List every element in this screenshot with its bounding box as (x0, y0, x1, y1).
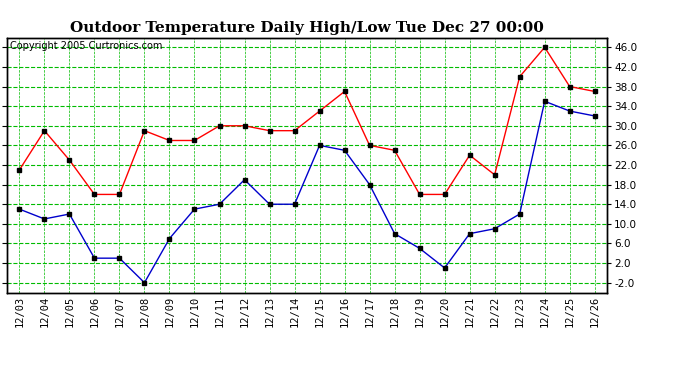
Text: Copyright 2005 Curtronics.com: Copyright 2005 Curtronics.com (10, 41, 162, 51)
Title: Outdoor Temperature Daily High/Low Tue Dec 27 00:00: Outdoor Temperature Daily High/Low Tue D… (70, 21, 544, 35)
